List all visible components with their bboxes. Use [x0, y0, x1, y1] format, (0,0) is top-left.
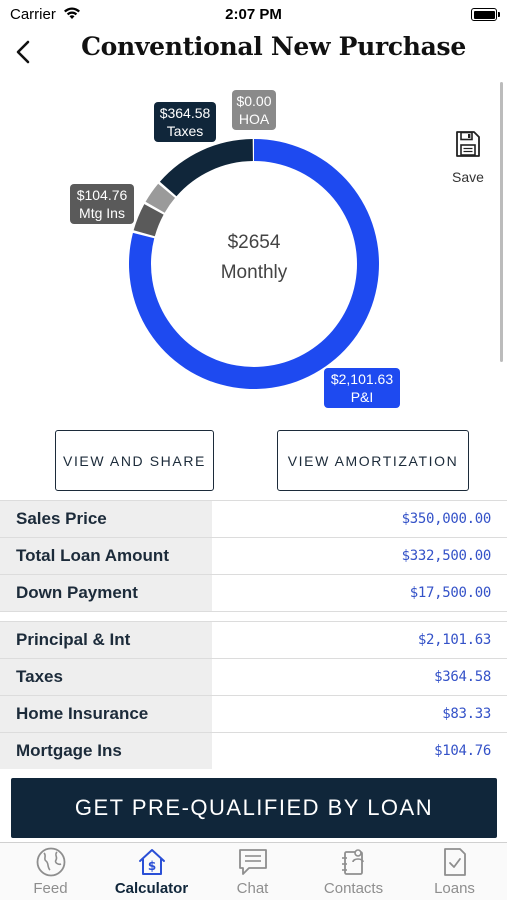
table-row: Home Insurance $83.33 — [0, 695, 507, 732]
hoa-tag: $0.00 HOA — [232, 90, 276, 130]
view-and-share-button[interactable]: VIEW AND SHARE — [55, 430, 214, 491]
status-bar: Carrier 2:07 PM — [0, 0, 507, 30]
tab-label: Contacts — [323, 880, 384, 897]
monthly-total: $2654 — [227, 232, 281, 253]
tab-feed[interactable]: Feed — [0, 845, 101, 897]
donut-slice-taxes[interactable] — [159, 139, 253, 197]
tab-calculator[interactable]: $ Calculator — [101, 845, 202, 897]
view-amortization-button[interactable]: VIEW AMORTIZATION — [277, 430, 469, 491]
tab-contacts[interactable]: Contacts — [303, 845, 404, 897]
row-label: Down Payment — [0, 575, 212, 611]
table-row: Down Payment $17,500.00 — [0, 574, 507, 611]
house-dollar-icon: $ — [138, 849, 165, 875]
globe-icon — [36, 847, 65, 877]
get-pre-qualified-button[interactable]: GET PRE-QUALIFIED BY LOAN — [11, 778, 497, 838]
payment-donut-chart: $2654 Monthly $364.58 Taxes $0.00 HOA $1… — [0, 0, 507, 420]
mtg-ins-tag-label: Mtg Ins — [79, 205, 125, 221]
taxes-tag-label: Taxes — [166, 123, 204, 139]
row-label: Principal & Int — [0, 622, 212, 658]
battery-icon — [471, 8, 500, 21]
tab-label: Feed — [33, 880, 68, 897]
tab-chat[interactable]: Chat — [202, 845, 303, 897]
tab-label: Loans — [434, 880, 475, 897]
chat-icon — [238, 849, 267, 875]
loan-details-table: Sales Price $350,000.00 Total Loan Amoun… — [0, 500, 507, 769]
tab-label: Chat — [236, 880, 269, 897]
wifi-icon — [64, 7, 80, 19]
tab-loans[interactable]: Loans — [404, 845, 505, 897]
row-value[interactable]: $332,500.00 — [401, 548, 492, 564]
row-label: Taxes — [0, 659, 212, 695]
row-label: Sales Price — [0, 501, 212, 537]
row-value[interactable]: $17,500.00 — [409, 585, 492, 601]
hoa-tag-amount: $0.00 — [236, 93, 272, 109]
donut-svg — [129, 139, 379, 390]
donut-slice-home-insurance[interactable] — [145, 183, 176, 213]
row-value[interactable]: $350,000.00 — [401, 511, 492, 527]
hoa-tag-label: HOA — [238, 111, 270, 127]
taxes-tag-amount: $364.58 — [159, 105, 211, 121]
table-row: Taxes $364.58 — [0, 658, 507, 695]
scrollbar[interactable] — [500, 82, 503, 362]
row-label: Mortgage Ins — [0, 733, 212, 769]
status-time: 2:07 PM — [225, 6, 282, 23]
save-label: Save — [452, 169, 484, 185]
row-label: Home Insurance — [0, 696, 212, 732]
document-check-icon — [443, 848, 466, 876]
taxes-tag: $364.58 Taxes — [154, 102, 216, 142]
save-button[interactable]: Save — [446, 130, 490, 185]
row-value[interactable]: $2,101.63 — [417, 632, 491, 648]
mtg-ins-tag-amount: $104.76 — [76, 187, 128, 203]
table-row: Total Loan Amount $332,500.00 — [0, 537, 507, 574]
row-label: Total Loan Amount — [0, 538, 212, 574]
table-row: Sales Price $350,000.00 — [0, 500, 507, 537]
mtg-ins-tag: $104.76 Mtg Ins — [70, 184, 134, 224]
tab-bar: Feed $ Calculator Chat — [0, 842, 507, 900]
svg-text:$: $ — [147, 859, 155, 873]
pi-tag-amount: $2,101.63 — [330, 371, 394, 387]
section-divider — [0, 611, 507, 621]
page-title: Conventional New Purchase — [81, 32, 466, 61]
donut-slice-mtg-ins[interactable] — [133, 204, 164, 237]
pi-tag: $2,101.63 P&I — [324, 368, 400, 408]
row-value[interactable]: $83.33 — [442, 706, 491, 722]
row-value[interactable]: $104.76 — [434, 743, 491, 759]
table-row: Mortgage Ins $104.76 — [0, 732, 507, 769]
monthly-label: Monthly — [220, 262, 288, 283]
table-row: Principal & Int $2,101.63 — [0, 621, 507, 658]
carrier-label: Carrier — [10, 6, 56, 23]
floppy-disk-icon — [456, 131, 480, 157]
back-chevron-icon[interactable] — [10, 34, 38, 70]
tab-label: Calculator — [114, 880, 189, 897]
pi-tag-label: P&I — [350, 389, 374, 405]
contacts-icon — [341, 849, 364, 875]
row-value[interactable]: $364.58 — [434, 669, 491, 685]
